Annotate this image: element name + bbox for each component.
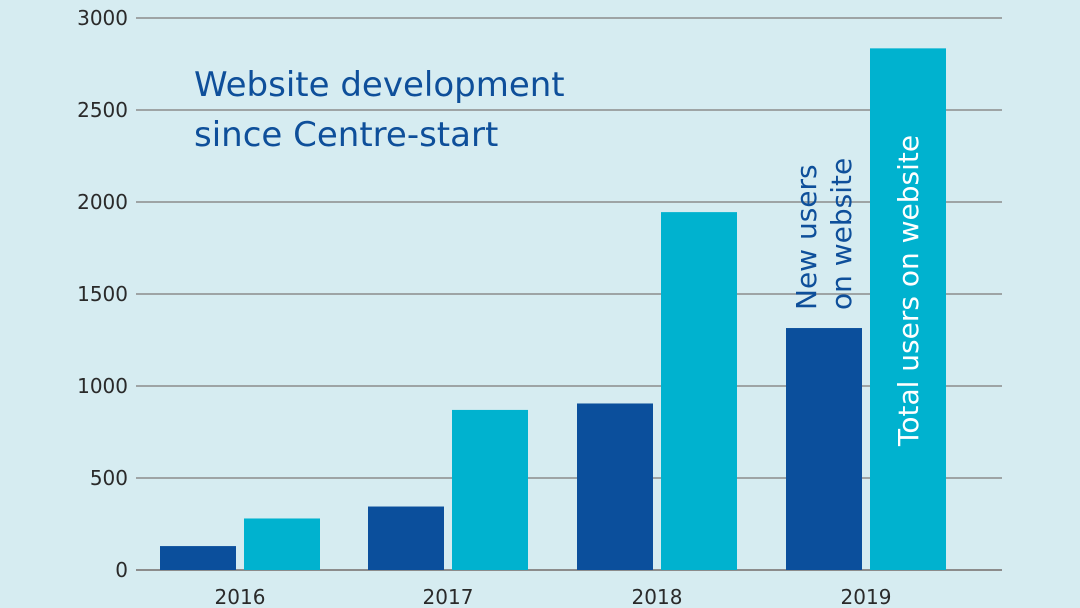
- x-tick-label-2017: 2017: [423, 585, 474, 608]
- x-tick-label-2018: 2018: [632, 585, 683, 608]
- y-tick-label-1000: 1000: [77, 374, 128, 398]
- y-tick-label-2000: 2000: [77, 190, 128, 214]
- bar-total-users-2017: [452, 409, 528, 570]
- bar-total-users-2018: [661, 212, 737, 570]
- x-tick-label-2019: 2019: [841, 585, 892, 608]
- bar-new-users-2017: [368, 506, 444, 570]
- bars: [160, 48, 946, 571]
- bar-new-users-2018: [577, 403, 653, 570]
- series-label-total-users: Total users on website: [892, 135, 925, 447]
- y-axis-ticks: 0 500 1000 1500 2000 2500 3000: [77, 6, 128, 582]
- bar-new-users-2019: [786, 328, 862, 570]
- y-tick-label-500: 500: [90, 466, 128, 490]
- chart-title-line-1: Website development: [194, 65, 565, 105]
- y-tick-label-0: 0: [115, 558, 128, 582]
- series-label-new-users-line-1: New users: [790, 164, 823, 310]
- y-tick-label-1500: 1500: [77, 282, 128, 306]
- bar-total-users-2019: [870, 48, 946, 571]
- series-labels: New users on website Total users on webs…: [790, 135, 925, 447]
- bar-new-users-2016: [160, 546, 236, 570]
- x-axis-ticks: 2016 2017 2018 2019: [215, 585, 892, 608]
- chart-title: Website development since Centre-start: [194, 65, 565, 155]
- series-label-new-users-line-2: on website: [825, 158, 858, 310]
- y-tick-label-3000: 3000: [77, 6, 128, 30]
- y-tick-label-2500: 2500: [77, 98, 128, 122]
- bar-total-users-2016: [244, 518, 320, 570]
- chart-title-line-2: since Centre-start: [194, 115, 498, 155]
- x-tick-label-2016: 2016: [215, 585, 266, 608]
